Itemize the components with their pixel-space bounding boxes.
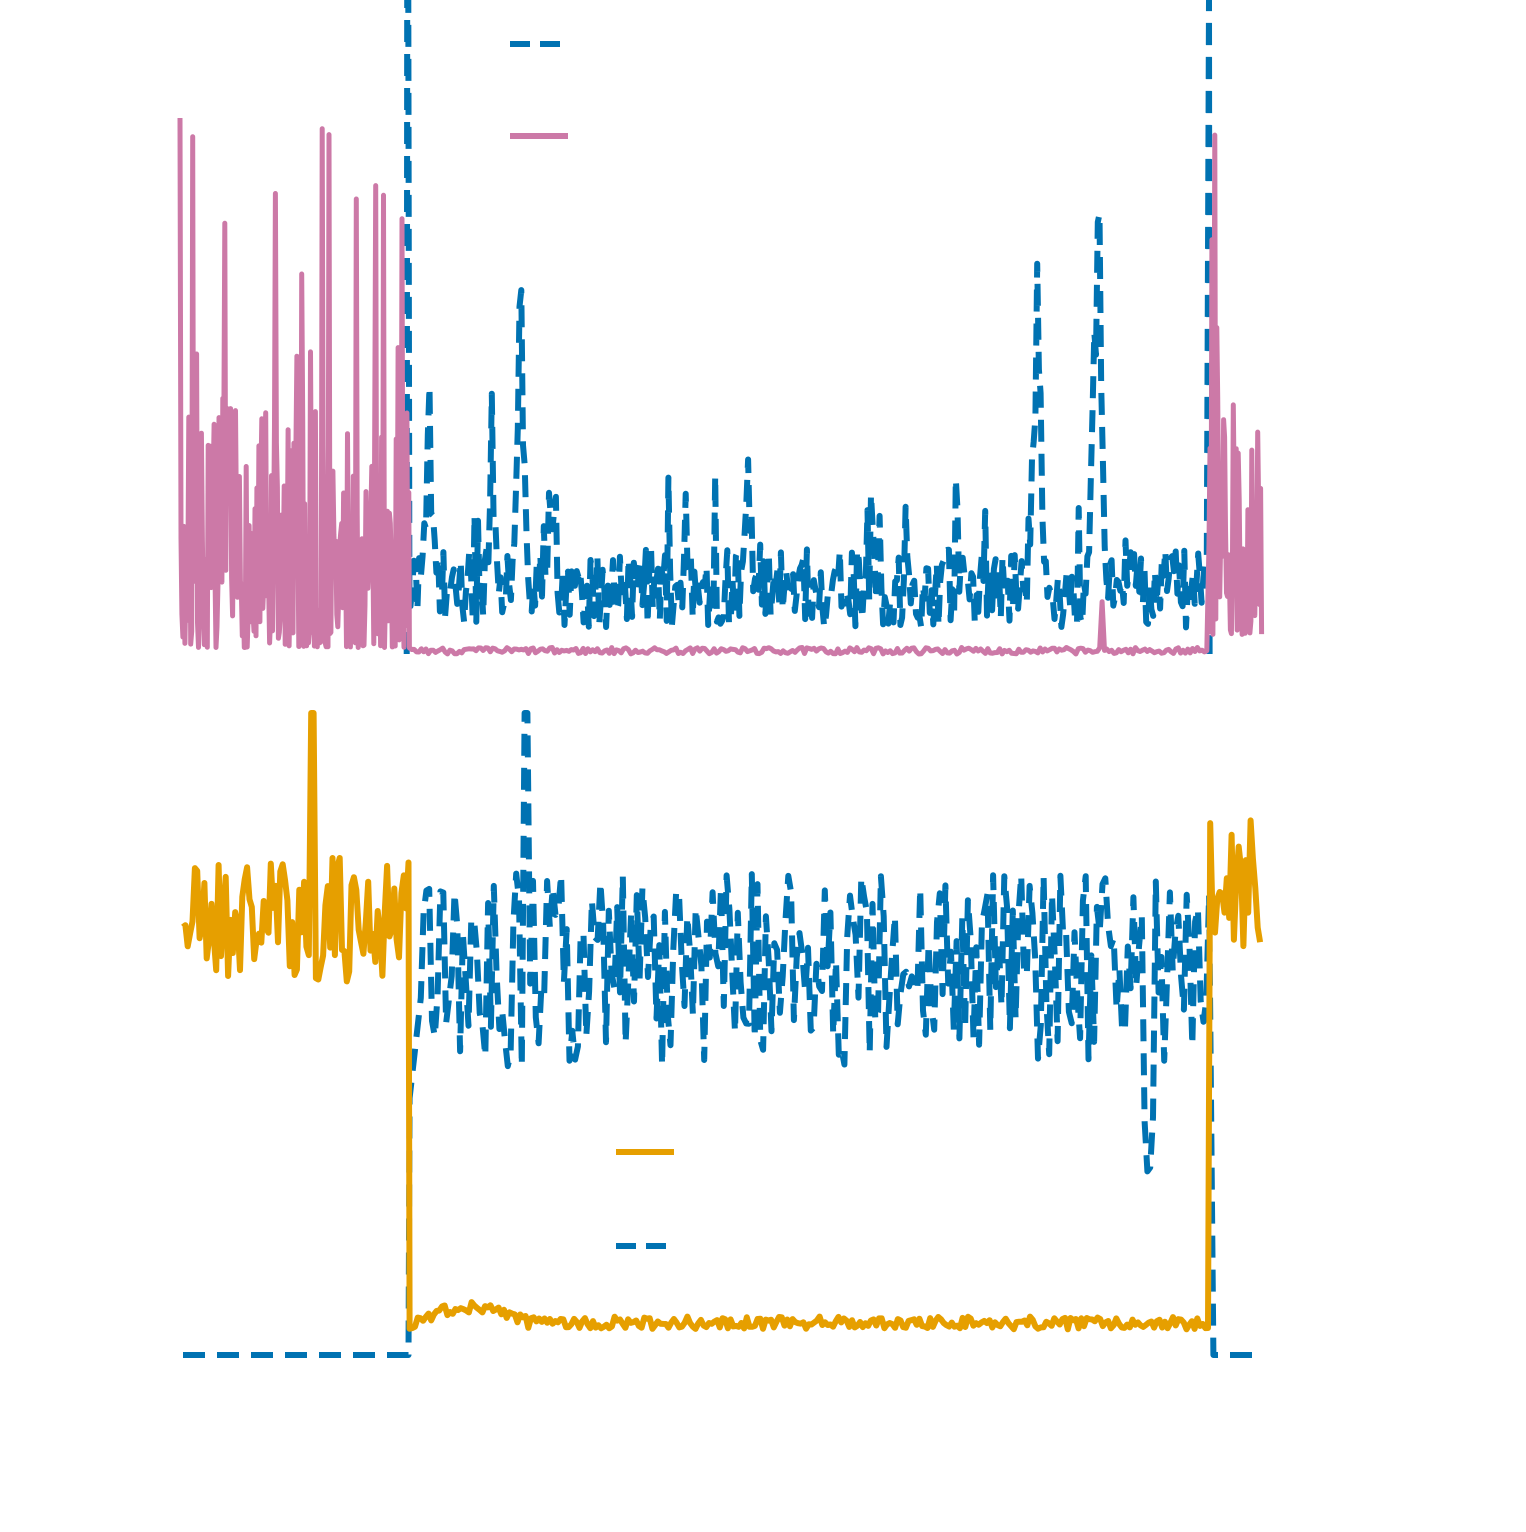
solid-orange-series-line <box>181 710 1264 1333</box>
top-panel <box>177 0 1265 657</box>
bottom-panel-legend <box>616 1149 674 1249</box>
bottom-panel <box>181 710 1264 1358</box>
top-panel-legend <box>510 41 568 139</box>
top-panel-series-group <box>177 0 1265 657</box>
dashed-blue-series-line <box>183 710 1255 1358</box>
dashed-blue-series-line <box>403 0 1213 655</box>
solid-pink-series-line <box>177 117 1265 657</box>
bottom-panel-series-group <box>181 710 1264 1358</box>
